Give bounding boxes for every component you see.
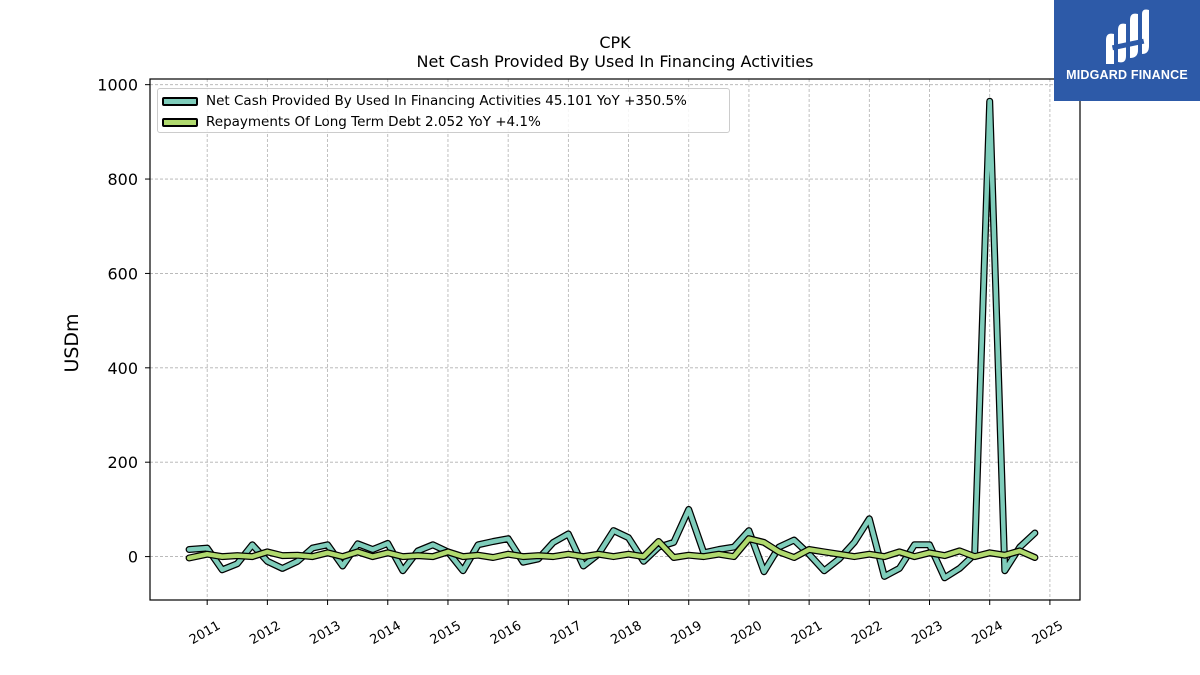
legend-label-financing: Net Cash Provided By Used In Financing A… [206,93,687,109]
legend-item-repayments: Repayments Of Long Term Debt 2.052 YoY +… [162,113,541,131]
y-tick-label: 800 [107,170,138,189]
y-tick-label: 600 [107,264,138,283]
logo-text: MIDGARD FINANCE [1066,68,1188,82]
x-tick-label: 2015 [428,618,464,648]
series-repayments [185,535,1039,562]
legend: Net Cash Provided By Used In Financing A… [157,88,730,133]
x-tick-label: 2012 [247,618,283,648]
x-tick-label: 2024 [970,618,1006,648]
y-tick-label: 1000 [97,76,138,95]
y-axis-label: USDm [61,313,83,373]
legend-swatch-repayments [162,117,198,127]
grid-lines [150,79,1080,600]
x-tick-label: 2017 [548,618,584,648]
series-lines [185,97,1039,582]
chart-title: CPK [599,33,631,52]
x-tick-label: 2021 [789,618,825,648]
x-tick-label: 2011 [187,618,223,648]
y-tick-label: 200 [107,453,138,472]
y-tick-label: 400 [107,359,138,378]
series-line [186,98,1038,581]
legend-swatch-financing [162,96,198,106]
x-tick-label: 2023 [909,618,945,648]
x-tick-label: 2014 [368,618,404,648]
x-tick-label: 2018 [608,618,644,648]
x-tick-label: 2022 [849,618,885,648]
plot-frame [149,78,1081,601]
midgard-finance-logo: MIDGARD FINANCE [1054,0,1200,101]
legend-item-financing: Net Cash Provided By Used In Financing A… [162,92,687,110]
x-tick-label: 2019 [669,618,705,648]
series-line [186,536,1038,561]
x-tick-label: 2016 [488,618,524,648]
x-tick-label: 2020 [729,618,765,648]
legend-label-repayments: Repayments Of Long Term Debt 2.052 YoY +… [206,114,541,130]
series-financing [185,97,1039,582]
y-tick-label: 0 [128,548,138,567]
logo-mark-icon [1106,9,1149,64]
x-tick-label: 2013 [307,618,343,648]
series-outline [185,97,1039,582]
x-tick-label: 2025 [1030,618,1066,648]
chart-subtitle: Net Cash Provided By Used In Financing A… [416,52,814,71]
